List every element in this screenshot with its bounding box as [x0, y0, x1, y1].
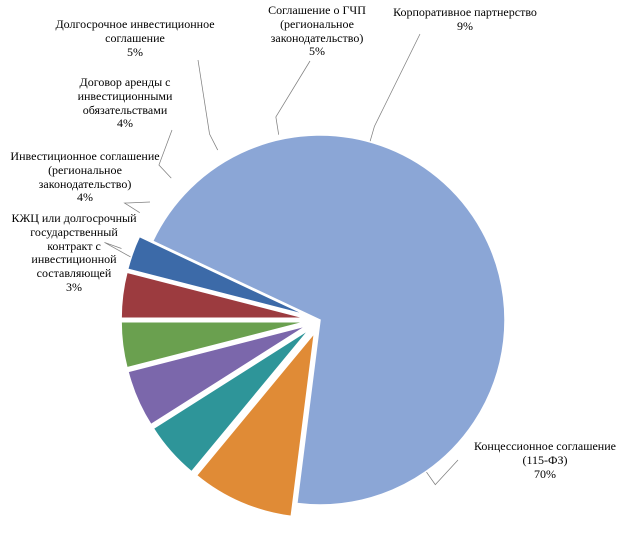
label-lease_invest: Договор аренды с инвестиционными обязате… [60, 76, 190, 131]
pie-chart: Концессионное соглашение (115-ФЗ) 70% Кор… [0, 0, 636, 554]
label-corporate: Корпоративное партнерство 9% [380, 6, 550, 34]
leader-ppp_regional [276, 61, 310, 135]
label-concession: Концессионное соглашение (115-ФЗ) 70% [460, 440, 630, 481]
leader-longterm_invest [198, 60, 218, 150]
label-invest_regional: Инвестиционное соглашение (региональное … [0, 150, 170, 205]
label-longterm_invest: Долгосрочное инвестиционное соглашение 5… [40, 18, 230, 59]
label-kzc: КЖЦ или долгосрочный государственный кон… [4, 212, 144, 295]
label-ppp_regional: Соглашение о ГЧП (региональное законодат… [252, 4, 382, 59]
